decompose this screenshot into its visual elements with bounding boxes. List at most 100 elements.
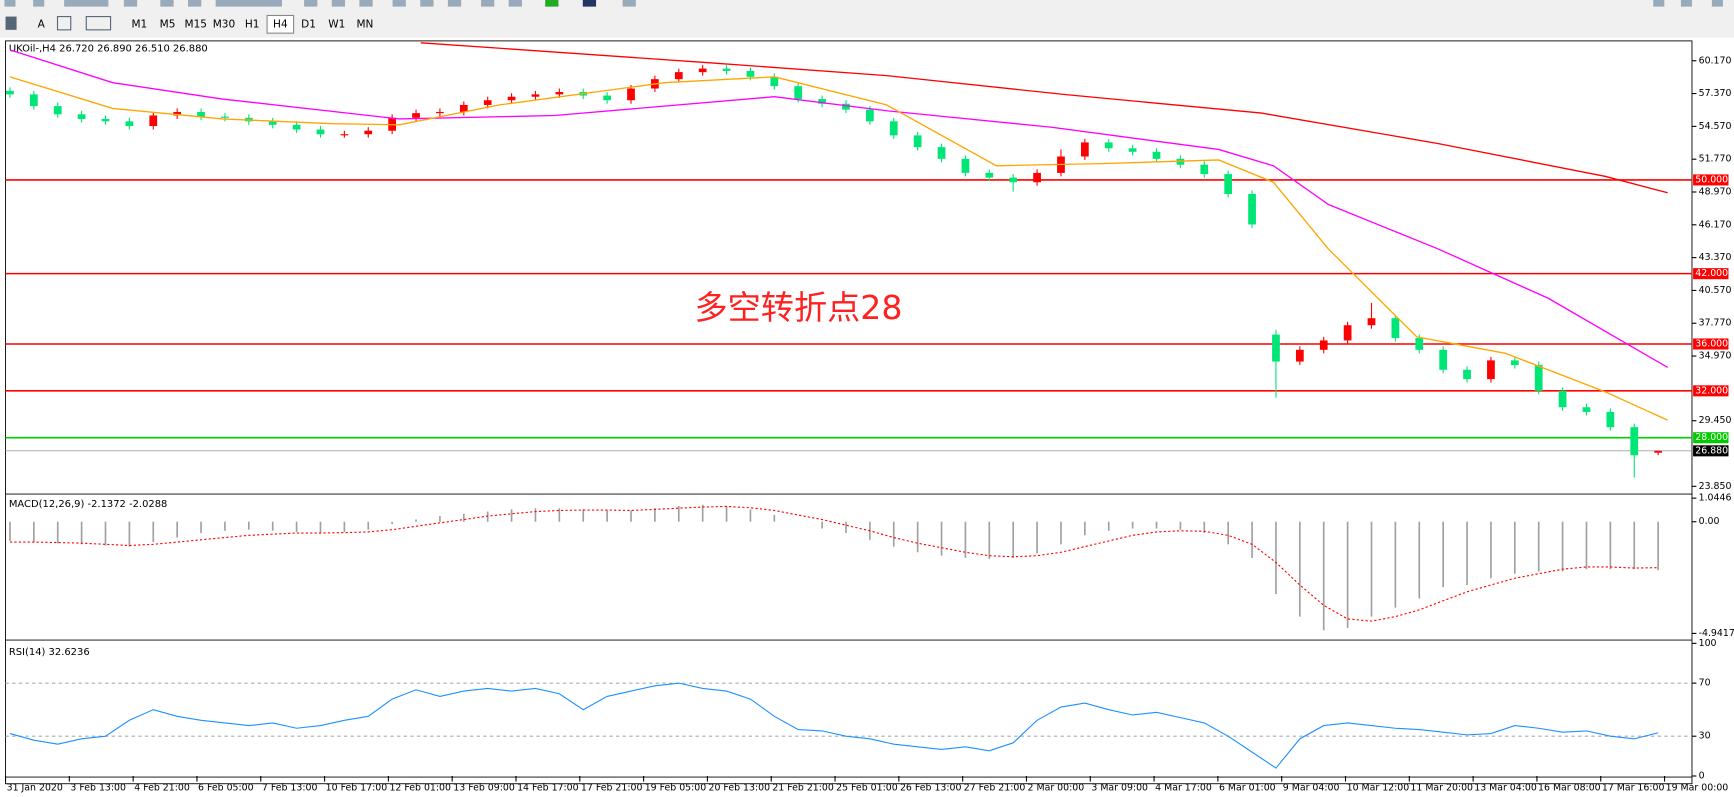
candle-body: [1463, 369, 1471, 380]
x-tick-label: 10 Mar 12:00: [1347, 783, 1410, 794]
candle-body: [1343, 325, 1352, 341]
candle-body: [818, 99, 826, 104]
y-tick-label: 1.0446: [1699, 493, 1732, 504]
timeframe-bar: M1 M5 M15 M30 H1 H4 D1 W1 MN: [131, 14, 373, 34]
candle-body: [149, 115, 158, 127]
y-tick-label: 57.370: [1699, 88, 1732, 99]
x-tick-label: 19 Feb 05:00: [645, 783, 707, 794]
candle-body: [459, 104, 468, 112]
candle-body: [913, 135, 922, 148]
level-label: 28.000: [1695, 432, 1728, 443]
candle-body: [866, 109, 874, 122]
candle-body: [1510, 360, 1519, 366]
candle-body: [173, 111, 182, 116]
level-tag: [1693, 385, 1729, 397]
candle-body: [722, 68, 731, 71]
y-tick-label: 37.770: [1699, 318, 1732, 329]
candle-body: [555, 92, 564, 95]
candle-body: [436, 111, 444, 114]
timeframe-button[interactable]: MN: [356, 18, 373, 30]
candle-body: [627, 88, 635, 101]
level-tag: [1693, 174, 1729, 186]
candle-body: [77, 114, 86, 119]
candle-body: [6, 90, 14, 95]
timeframe-button[interactable]: M30: [213, 18, 235, 30]
x-tick-label: 19 Mar 00:00: [1666, 783, 1729, 794]
candle-body: [961, 158, 970, 173]
level-tag: [1693, 445, 1729, 457]
y-tick-label: 34.970: [1699, 351, 1732, 362]
candle-body: [674, 72, 683, 80]
timeframe-selected: [266, 14, 295, 34]
x-tick-label: 6 Mar 01:00: [1219, 783, 1276, 794]
candle-body: [746, 70, 755, 77]
x-tick-label: 7 Feb 13:00: [262, 783, 318, 794]
x-tick-label: 25 Feb 01:00: [836, 783, 898, 794]
moving-average: [9, 76, 1668, 421]
x-tick-label: 9 Mar 04:00: [1283, 783, 1340, 794]
candle-body: [698, 68, 707, 73]
candle-body: [1319, 340, 1328, 350]
y-tick-label: 43.370: [1699, 252, 1732, 263]
timeframe-button[interactable]: H4: [273, 18, 288, 30]
candle-body: [125, 121, 134, 127]
y-tick-label: 23.850: [1699, 481, 1732, 492]
candle-body: [1439, 349, 1448, 370]
rsi-header: RSI(14) 32.6236: [9, 647, 90, 658]
candle-body: [770, 76, 779, 87]
candle-body: [1295, 349, 1304, 362]
candle-body: [1415, 338, 1424, 350]
x-tick-label: 13 Mar 04:00: [1474, 783, 1537, 794]
x-tick-label: 16 Mar 08:00: [1538, 783, 1601, 794]
y-tick-label: 29.450: [1699, 415, 1732, 426]
x-tick-label: 27 Feb 21:00: [964, 783, 1026, 794]
timeframe-button[interactable]: M5: [160, 18, 176, 30]
candle-body: [1152, 151, 1161, 159]
y-tick-label: 54.570: [1699, 121, 1732, 132]
x-tick-label: 10 Feb 17:00: [326, 783, 388, 794]
plot: 60.170 57.370 54.570 51.770 48.970 46.170 43.3…: [4, 42, 1734, 794]
x-tick-label: 17 Feb 21:00: [581, 783, 643, 794]
candle-body: [316, 129, 325, 135]
timeframe-button[interactable]: M1: [131, 18, 147, 30]
y-tick-label: 0.00: [1699, 516, 1720, 527]
y-tick-label: 100: [1699, 638, 1717, 649]
candle-body: [1606, 411, 1615, 428]
candle-body: [268, 121, 277, 125]
candle-body: [1104, 142, 1113, 149]
candle-body: [1654, 450, 1663, 453]
x-tick-label: 11 Mar 20:00: [1410, 783, 1473, 794]
y-tick-label: 51.770: [1699, 154, 1732, 165]
candle-body: [1272, 334, 1280, 362]
candle-body: [1080, 142, 1089, 157]
timeframe-button[interactable]: W1: [328, 18, 345, 30]
level-tag: [1693, 432, 1729, 444]
timeframe-button[interactable]: D1: [301, 18, 316, 30]
candle-body: [221, 116, 229, 118]
x-tick-label: 12 Feb 01:00: [389, 783, 451, 794]
x-tick-label: 31 Jan 2020: [7, 783, 63, 794]
y-tick-label: 30: [1699, 731, 1711, 742]
x-tick-label: 14 Feb 17:00: [517, 783, 579, 794]
candle-body: [1367, 318, 1376, 326]
candle-body: [1033, 172, 1041, 183]
level-label: 50.000: [1695, 174, 1728, 185]
candle-body: [197, 111, 205, 117]
candle-body: [483, 100, 492, 105]
candle-body: [101, 118, 110, 122]
level-label: 36.000: [1695, 338, 1728, 349]
level-label: 42.000: [1695, 268, 1728, 279]
rsi-line: [9, 682, 1659, 769]
y-tick-label: 0: [1699, 770, 1705, 781]
y-tick-label: 40.570: [1699, 285, 1732, 296]
candle-body: [364, 130, 373, 135]
timeframe-button[interactable]: M15: [185, 18, 207, 30]
candle-body: [1128, 148, 1137, 152]
moving-average: [420, 42, 1668, 194]
text-tool[interactable]: A: [38, 18, 46, 30]
timeframe-button[interactable]: H1: [245, 18, 260, 30]
candle-body: [340, 134, 349, 136]
candle-body: [937, 147, 946, 159]
